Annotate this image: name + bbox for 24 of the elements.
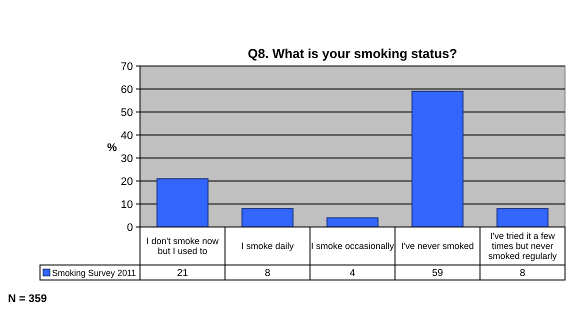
x-tick-label: I don't smoke now but I used to [146,236,220,256]
data-label: 8 [264,268,271,279]
legend-label: Smoking Survey 2011 [52,268,140,278]
x-tick-label: I've never smoked [401,241,474,251]
y-tick-label: 50 [120,107,133,119]
chart-title: Q8. What is your smoking status? [248,46,458,61]
x-tick-label: I smoke occasionally [310,241,395,251]
data-label: 4 [350,268,356,279]
data-label: 21 [176,268,188,279]
y-tick-label: 20 [120,176,133,188]
y-tick-label: 40 [120,130,133,142]
y-tick-label: 70 [120,61,133,73]
data-label: 8 [520,268,526,279]
y-tick-label: 10 [120,199,133,211]
bar [412,90,464,228]
y-tick-label: 60 [120,84,133,96]
bar [242,208,294,228]
y-tick-label: 0 [126,222,133,234]
x-tick-label: I smoke daily [241,241,294,251]
text: N = 359 [8,293,47,305]
data-label: 59 [432,268,444,279]
x-tick-label: I've tried it a few times but never smoked regularly [488,231,558,261]
y-axis-title: % [107,142,118,154]
y-tick-label: 30 [120,153,133,165]
